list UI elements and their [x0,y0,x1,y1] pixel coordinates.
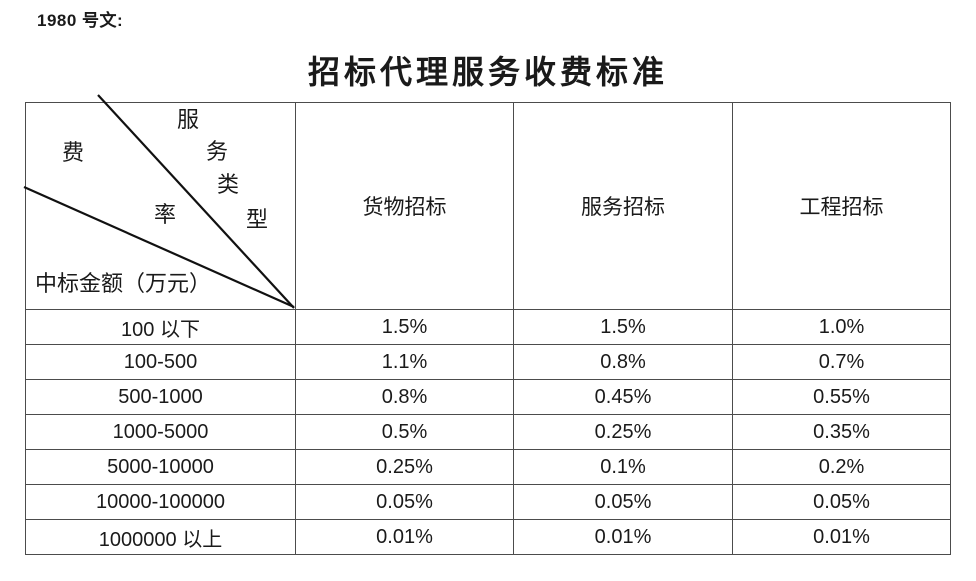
fee-cell: 0.25% [513,414,733,450]
page-title: 招标代理服务收费标准 [307,54,668,90]
diag-label-char: 务 [206,139,229,164]
fee-cell: 0.05% [295,484,514,520]
amount-range-cell: 10000-100000 [25,484,296,520]
diagonal-header-cell: 服 务 类 型 费 率 中标金额（万元） [23,94,296,310]
fee-cell: 1.1% [295,344,514,380]
fee-cell: 0.05% [513,484,733,520]
amount-range-cell: 1000000 以上 [25,519,296,555]
fee-cell: 0.55% [732,379,951,415]
table-row: 1000000 以上 0.01% 0.01% 0.01% [25,519,951,555]
table-row: 500-1000 0.8% 0.45% 0.55% [25,379,951,415]
diag-label-char: 型 [246,207,269,232]
fee-cell: 0.01% [513,519,733,555]
row-axis-label: 中标金额（万元） [35,271,212,296]
fee-cell: 0.8% [295,379,514,415]
fee-cell: 0.25% [295,449,514,485]
table-row: 5000-10000 0.25% 0.1% 0.2% [25,449,951,485]
amount-range-cell: 100 以下 [25,309,296,345]
amount-range-cell: 1000-5000 [25,414,296,450]
fee-cell: 0.01% [295,519,514,555]
fee-cell: 0.45% [513,379,733,415]
fee-cell: 0.1% [513,449,733,485]
fee-cell: 1.0% [732,309,951,345]
table-row: 100 以下 1.5% 1.5% 1.0% [25,309,951,345]
amount-range-cell: 100-500 [25,344,296,380]
diag-label-char: 服 [177,107,200,132]
table-row: 10000-100000 0.05% 0.05% 0.05% [25,484,951,520]
fee-cell: 1.5% [295,309,514,345]
fee-cell: 0.35% [732,414,951,450]
fee-cell: 0.8% [513,344,733,380]
fee-cell: 0.7% [732,344,951,380]
column-header-engineering: 工程招标 [732,102,951,310]
fee-cell: 0.05% [732,484,951,520]
fee-cell: 0.2% [732,449,951,485]
diag-label-char: 费 [62,140,85,165]
table-header-row: 服 务 类 型 费 率 中标金额（万元） 货物招标 服务招标 工程招标 [23,94,951,310]
table-row: 100-500 1.1% 0.8% 0.7% [25,344,951,380]
fee-cell: 0.5% [295,414,514,450]
fee-cell: 1.5% [513,309,733,345]
fee-cell: 0.01% [732,519,951,555]
column-header-services: 服务招标 [513,102,733,310]
column-header-goods: 货物招标 [295,102,514,310]
amount-range-cell: 500-1000 [25,379,296,415]
diag-label-char: 类 [217,172,240,197]
fee-standard-table: 服 务 类 型 费 率 中标金额（万元） 货物招标 服务招标 工程招标 100 … [23,94,951,555]
diag-label-char: 率 [154,202,177,227]
amount-range-cell: 5000-10000 [25,449,296,485]
table-row: 1000-5000 0.5% 0.25% 0.35% [25,414,951,450]
diagonal-lines [23,94,295,309]
doc-number-label: 1980 号文: [37,11,124,30]
